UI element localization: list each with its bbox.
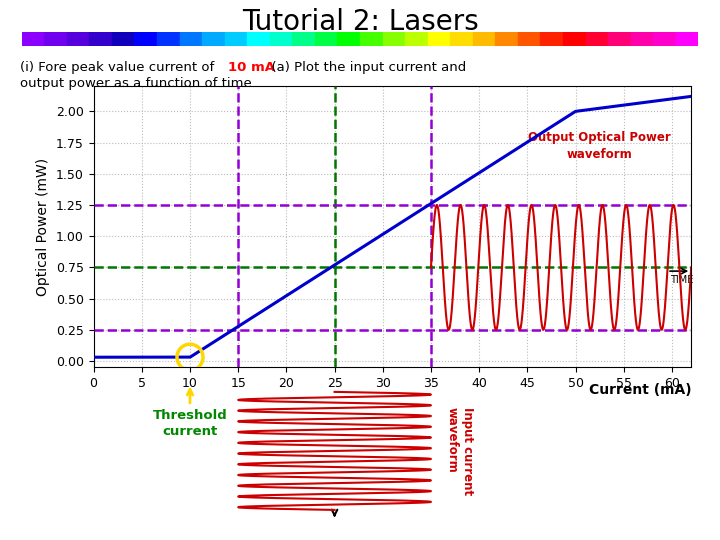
Text: Output Optical Power
waveform: Output Optical Power waveform <box>528 131 671 161</box>
Bar <box>292 32 315 46</box>
Y-axis label: Optical Power (mW): Optical Power (mW) <box>36 158 50 296</box>
Text: Input current
waveform: Input current waveform <box>446 407 474 495</box>
Text: (a) Plot the input current and: (a) Plot the input current and <box>263 61 466 74</box>
Text: 10 mA: 10 mA <box>228 61 274 74</box>
Bar <box>360 32 382 46</box>
Bar <box>338 32 360 46</box>
Bar <box>541 32 563 46</box>
Bar <box>563 32 585 46</box>
Text: TIME: TIME <box>670 275 693 286</box>
Bar <box>473 32 495 46</box>
Text: Current (mA): Current (mA) <box>588 383 691 397</box>
Bar <box>67 32 89 46</box>
Bar <box>179 32 202 46</box>
Bar <box>450 32 473 46</box>
Bar <box>653 32 676 46</box>
Bar <box>518 32 541 46</box>
Text: output power as a function of time: output power as a function of time <box>20 77 252 90</box>
Text: Tutorial 2: Lasers: Tutorial 2: Lasers <box>242 8 478 36</box>
Bar <box>631 32 653 46</box>
Bar <box>608 32 631 46</box>
Bar <box>315 32 338 46</box>
Bar <box>676 32 698 46</box>
Bar <box>135 32 157 46</box>
Text: (i) Fore peak value current of: (i) Fore peak value current of <box>20 61 219 74</box>
Bar <box>382 32 405 46</box>
Text: Threshold
current: Threshold current <box>153 409 228 438</box>
Bar <box>44 32 67 46</box>
Bar <box>405 32 428 46</box>
Bar <box>202 32 225 46</box>
Bar <box>22 32 44 46</box>
Bar <box>495 32 518 46</box>
Bar <box>585 32 608 46</box>
Bar <box>225 32 247 46</box>
Bar <box>428 32 450 46</box>
Bar <box>89 32 112 46</box>
Bar <box>247 32 270 46</box>
Bar <box>112 32 135 46</box>
Bar <box>157 32 179 46</box>
Bar <box>270 32 292 46</box>
